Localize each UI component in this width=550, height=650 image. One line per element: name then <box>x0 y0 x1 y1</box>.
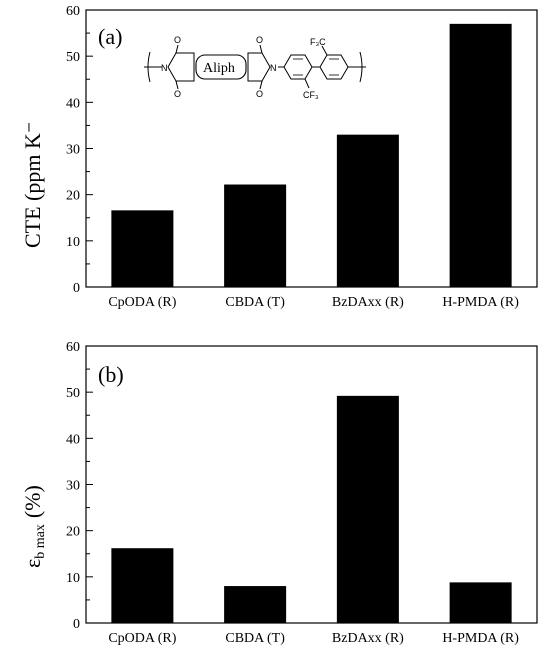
x-category-label: BzDAxx (R) <box>332 295 404 310</box>
y-tick-label: 10 <box>66 235 80 250</box>
y-tick-label: 20 <box>66 525 80 540</box>
panel-label-b: (b) <box>98 362 124 387</box>
carbonyl-bond <box>175 80 179 90</box>
y-tick-label: 40 <box>66 432 80 447</box>
y-tick-label: 40 <box>66 96 80 111</box>
bar <box>449 582 512 623</box>
atom-o-bottom-left: O <box>174 89 181 99</box>
bars-b <box>111 395 512 623</box>
panel-label-a: (a) <box>98 24 122 49</box>
y-ticks-a: 0 10 20 30 40 50 60 <box>66 4 93 296</box>
ylabel-subscript: b max <box>33 524 48 559</box>
y-tick-label: 60 <box>66 340 80 355</box>
bar <box>224 184 287 287</box>
y-tick-label: 50 <box>66 386 80 401</box>
cf3-bond <box>304 78 310 89</box>
cf3-top-label: F₃C <box>310 37 326 47</box>
atom-o-top-left: O <box>174 35 181 45</box>
right-bracket <box>359 51 363 83</box>
x-category-label: CBDA (T) <box>225 631 285 646</box>
aliph-label: Aliph <box>203 61 235 76</box>
y-tick-label: 20 <box>66 189 80 204</box>
y-tick-label: 30 <box>66 479 80 494</box>
bar <box>224 586 287 623</box>
aliph-box <box>195 54 247 80</box>
x-category-label: CpODA (R) <box>108 295 176 310</box>
atom-o-bottom-right: O <box>256 89 263 99</box>
ylabel-unit: (%) <box>20 485 45 518</box>
x-category-label: H-PMDA (R) <box>442 295 519 310</box>
atom-o-top-right: O <box>256 35 263 45</box>
x-category-label: H-PMDA (R) <box>442 631 519 646</box>
chemical-structure-inset: N O O Aliph O O N F₃C CF₃ <box>144 35 366 100</box>
atom-n-left: N <box>161 63 168 73</box>
x-category-label: BzDAxx (R) <box>332 631 404 646</box>
chart-panel-b: 0 10 20 30 40 50 60 CpODA (R) CBDA (T) BzDAxx (R… <box>20 340 538 646</box>
ylabel-symbol: ε <box>20 559 45 568</box>
y-tick-label: 0 <box>73 617 80 632</box>
bar <box>111 548 174 623</box>
y-axis-label-b: εb max (%) <box>20 485 48 568</box>
y-tick-label: 30 <box>66 143 80 158</box>
bar <box>336 134 399 287</box>
bar <box>336 395 399 623</box>
y-tick-label: 50 <box>66 50 80 65</box>
x-category-label: CBDA (T) <box>225 295 285 310</box>
y-axis-label-a: CTE (ppm K⁻ <box>20 122 45 249</box>
x-category-labels-a: CpODA (R) CBDA (T) BzDAxx (R) H-PMDA (R) <box>108 281 519 310</box>
carbonyl-bond <box>175 44 179 54</box>
right-imide-ring <box>247 52 271 82</box>
bars-a <box>111 23 512 287</box>
x-category-labels-b: CpODA (R) CBDA (T) BzDAxx (R) H-PMDA (R) <box>108 617 519 646</box>
y-ticks-b: 0 10 20 30 40 50 60 <box>66 340 93 632</box>
bar <box>111 210 174 287</box>
bar <box>449 23 512 287</box>
atom-n-right: N <box>270 63 277 73</box>
left-imide-ring <box>167 52 195 82</box>
chart-panel-a: 0 10 20 30 40 50 60 CpODA (R) CBDA (T) BzDAxx (R… <box>20 4 538 310</box>
y-tick-label: 60 <box>66 4 80 19</box>
x-category-label: CpODA (R) <box>108 631 176 646</box>
cf3-bond <box>321 45 328 56</box>
cf3-bottom-label: CF₃ <box>303 90 319 100</box>
y-tick-label: 0 <box>73 281 80 296</box>
carbonyl-bond <box>259 44 263 54</box>
y-tick-label: 10 <box>66 571 80 586</box>
carbonyl-bond <box>259 80 263 90</box>
